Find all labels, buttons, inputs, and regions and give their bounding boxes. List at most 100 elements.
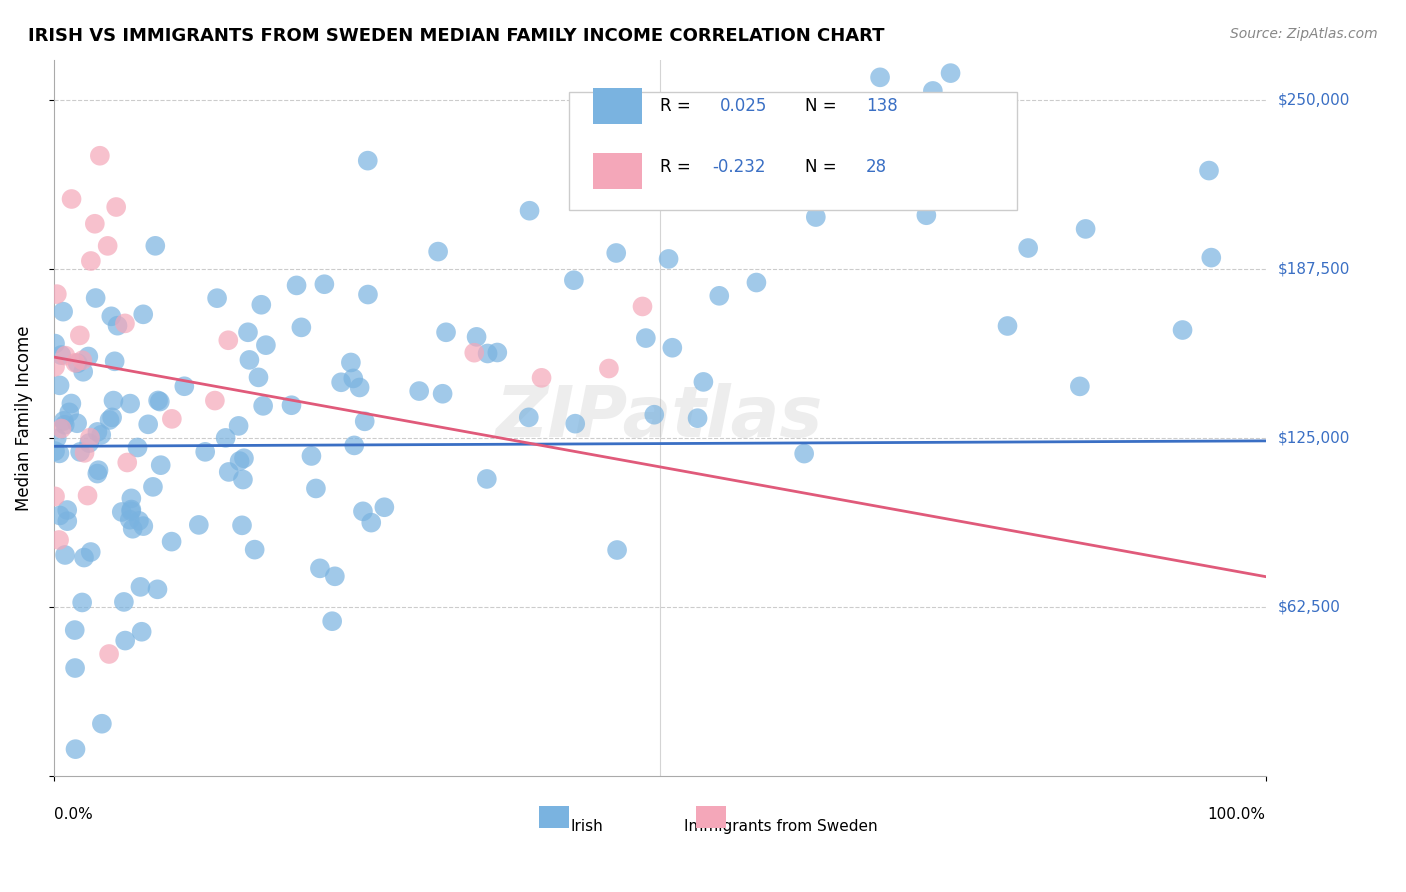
Irish [128,514,150,528]
Irish [214,431,236,445]
Irish [606,543,628,558]
Irish [477,346,499,360]
Text: $125,000: $125,000 [1278,431,1350,446]
Irish [793,447,815,461]
Irish [121,522,143,536]
Irish [120,396,142,410]
Irish [900,194,922,209]
Irish [56,503,79,517]
Irish [343,438,366,452]
Irish [44,444,66,458]
Irish [243,542,266,557]
Irish [142,480,165,494]
Immigrants from Sweden [65,356,87,370]
Irish [314,277,336,292]
Irish [90,427,112,442]
Y-axis label: Median Family Income: Median Family Income [15,326,32,510]
Irish [58,405,80,419]
Irish [323,569,346,583]
Immigrants from Sweden [204,393,226,408]
Text: N =: N = [806,158,842,176]
Text: R =: R = [659,158,696,176]
Irish [84,291,107,305]
Irish [86,425,108,439]
Irish [114,633,136,648]
Irish [70,595,93,609]
Irish [465,330,488,344]
Irish [56,514,79,528]
Irish [427,244,450,259]
Irish [65,742,87,756]
Immigrants from Sweden [105,200,128,214]
Immigrants from Sweden [45,287,67,301]
Irish [48,378,70,392]
Irish [1074,222,1097,236]
Irish [434,326,457,340]
Text: R =: R = [659,97,696,115]
Irish [69,445,91,459]
Immigrants from Sweden [48,533,70,547]
Irish [87,463,110,477]
Irish [149,458,172,472]
Irish [131,624,153,639]
Irish [475,472,498,486]
Immigrants from Sweden [89,149,111,163]
Immigrants from Sweden [53,349,76,363]
Irish [342,371,364,385]
Irish [194,445,217,459]
Irish [232,473,254,487]
Irish [349,380,371,394]
FancyBboxPatch shape [538,806,569,828]
Irish [63,661,86,675]
Irish [309,561,332,575]
Irish [233,451,256,466]
Irish [236,326,259,340]
Irish [187,517,209,532]
Immigrants from Sweden [98,647,121,661]
Irish [921,84,943,98]
Irish [146,393,169,408]
Immigrants from Sweden [631,300,654,314]
Irish [1017,241,1039,255]
Immigrants from Sweden [115,455,138,469]
Irish [173,379,195,393]
Immigrants from Sweden [51,421,73,435]
Irish [63,623,86,637]
Irish [290,320,312,334]
Irish [352,504,374,518]
Irish [132,519,155,533]
Irish [101,410,124,425]
Irish [353,414,375,428]
Irish [686,411,709,425]
Immigrants from Sweden [530,371,553,385]
Irish [86,467,108,481]
Irish [658,252,681,266]
Immigrants from Sweden [73,446,96,460]
Text: -0.232: -0.232 [711,158,765,176]
Text: Immigrants from Sweden: Immigrants from Sweden [685,819,877,834]
Text: 0.025: 0.025 [720,97,768,115]
Irish [52,304,75,318]
Immigrants from Sweden [160,412,183,426]
Irish [1171,323,1194,337]
Text: 28: 28 [866,158,887,176]
Irish [250,298,273,312]
FancyBboxPatch shape [569,92,1017,211]
Irish [247,370,270,384]
Immigrants from Sweden [83,217,105,231]
Text: $62,500: $62,500 [1278,599,1340,615]
Irish [129,580,152,594]
Irish [915,208,938,222]
Irish [136,417,159,432]
Immigrants from Sweden [80,254,103,268]
Irish [100,310,122,324]
Irish [49,508,72,523]
Irish [53,548,76,562]
Irish [104,354,127,368]
Irish [517,410,540,425]
Irish [1069,379,1091,393]
Irish [132,307,155,321]
Irish [120,491,142,506]
Irish [77,350,100,364]
Irish [254,338,277,352]
